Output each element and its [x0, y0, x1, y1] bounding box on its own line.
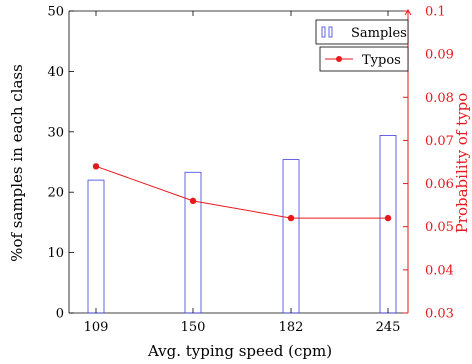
x-axis-title: Avg. typing speed (cpm)	[147, 342, 332, 360]
bar-150	[184, 171, 202, 314]
legend-entry-samples: Samples	[315, 19, 409, 45]
typos-point-150	[189, 197, 197, 205]
x-tick-label-109: 109	[84, 320, 109, 335]
x-tick-label-245: 245	[376, 320, 401, 335]
right-tick-label-0.03: 0.03	[425, 307, 454, 322]
typos-point-182	[287, 214, 295, 222]
typos-line	[95, 165, 388, 219]
x-tick-label-150: 150	[181, 320, 206, 335]
right-axis-arrow	[404, 9, 412, 16]
legend-label-samples: Samples	[351, 26, 407, 41]
right-tick-label-0.06: 0.06	[425, 177, 454, 192]
left-tick-label-0: 0	[56, 307, 64, 322]
legend-swatch-samples-2	[328, 26, 333, 38]
legend: Samples Typos	[315, 19, 409, 72]
legend-swatch-typos-marker	[336, 56, 342, 62]
left-axis-title: %of samples in each class	[8, 64, 26, 262]
bar-109	[87, 179, 105, 314]
legend-box-samples	[315, 19, 409, 45]
right-axis: 0.03 0.04 0.05 0.06 0.07 0.08 0.09 0.1	[403, 5, 454, 322]
right-tick-label-0.09: 0.09	[425, 48, 454, 63]
right-tick-label-0.07: 0.07	[425, 134, 454, 149]
typos-point-109	[92, 163, 100, 170]
legend-label-typos: Typos	[362, 53, 401, 68]
right-axis-title: Probability of typo	[453, 93, 471, 234]
bars-series	[87, 135, 397, 314]
legend-entry-typos: Typos	[319, 46, 409, 72]
left-tick-label-10: 10	[47, 246, 64, 261]
right-tick-label-0.05: 0.05	[425, 220, 454, 235]
left-axis: 0 10 20 30 40 50	[47, 5, 74, 322]
left-tick-label-30: 30	[47, 125, 64, 140]
left-tick-label-20: 20	[47, 186, 64, 201]
bar-245	[379, 135, 397, 314]
right-tick-label-0.08: 0.08	[425, 91, 454, 106]
typos-point-245	[384, 214, 392, 222]
right-tick-label-0.1: 0.1	[425, 5, 446, 20]
line-series	[92, 163, 392, 222]
x-axis: 109 150 182 245	[84, 11, 401, 335]
legend-swatch-samples-1	[321, 26, 326, 38]
left-tick-label-50: 50	[47, 5, 64, 20]
left-tick-label-40: 40	[47, 65, 64, 80]
x-tick-label-182: 182	[279, 320, 304, 335]
bar-182	[282, 159, 300, 314]
right-tick-label-0.04: 0.04	[425, 263, 454, 278]
